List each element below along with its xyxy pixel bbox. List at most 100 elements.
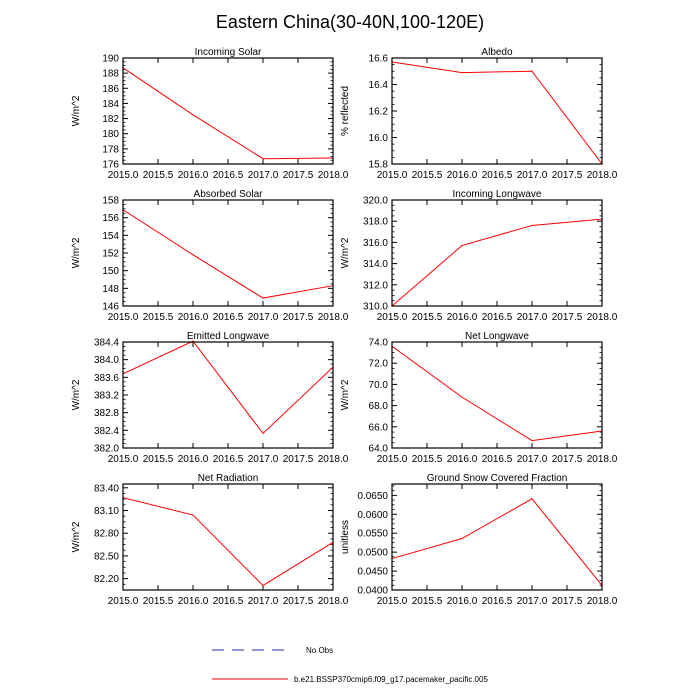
data-point: [262, 432, 264, 435]
plot-frame: [391, 57, 603, 165]
data-point: [192, 114, 194, 116]
y-tick-label: 150: [102, 266, 119, 277]
x-tick-label: 2015.5: [412, 170, 443, 181]
data-point: [192, 514, 194, 516]
y-tick-label: 180: [102, 129, 119, 140]
data-point: [262, 584, 264, 587]
y-tick-label: 0.0450: [357, 567, 388, 578]
y-tick-label: 0.0650: [357, 491, 388, 502]
y-tick-label: 382.8: [94, 408, 119, 419]
y-tick-label: 384.0: [94, 355, 119, 366]
x-tick-label: 2018.0: [318, 454, 349, 465]
plot-frame: [391, 341, 603, 449]
y-tick-label: 178: [102, 144, 119, 155]
x-tick-label: 2017.5: [283, 596, 314, 607]
y-tick-label: 152: [102, 249, 119, 260]
x-tick-label: 2015.5: [143, 170, 174, 181]
data-point: [531, 224, 533, 227]
x-tick-label: 2017.0: [517, 454, 548, 465]
plot-frame: [122, 57, 334, 165]
x-tick-label: 2015.0: [108, 596, 139, 607]
y-tick-label: 70.0: [369, 380, 389, 391]
y-tick-label: 83.40: [94, 483, 119, 494]
x-tick-label: 2016.5: [482, 312, 513, 323]
y-tick-label: 184: [102, 99, 119, 110]
data-point: [192, 254, 194, 256]
x-tick-label: 2018.0: [318, 596, 349, 607]
y-tick-label: 16.6: [369, 54, 389, 65]
y-tick-label: 182: [102, 114, 119, 125]
x-tick-label: 2015.5: [143, 312, 174, 323]
x-tick-label: 2016.0: [447, 454, 478, 465]
x-tick-label: 2016.0: [178, 454, 209, 465]
x-tick-label: 2015.0: [108, 170, 139, 181]
panel-net-longwave: Net Longwave W/m^2 2015.0 2015.5 2016.0 2016.…: [340, 331, 618, 465]
x-tick-label: 2017.5: [552, 170, 583, 181]
y-tick-label: 310.0: [363, 302, 388, 313]
x-tick-label: 2015.0: [377, 454, 408, 465]
panel-ground-snow-covered-fraction: Ground Snow Covered Fraction unitless 2015…: [340, 473, 618, 607]
x-tick-label: 2017.0: [248, 596, 279, 607]
x-tick-label: 2018.0: [587, 596, 618, 607]
y-tick-label: 312.0: [363, 280, 388, 291]
x-tick-label: 2018.0: [318, 312, 349, 323]
y-tick-label: 148: [102, 284, 119, 295]
series-line: [391, 498, 603, 586]
x-tick-label: 2015.5: [143, 596, 174, 607]
series-line: [122, 209, 334, 299]
y-axis-label: % reflected: [340, 86, 351, 136]
series-line: [122, 340, 334, 435]
y-tick-label: 16.2: [369, 107, 389, 118]
data-point: [461, 537, 463, 540]
y-axis-label: W/m^2: [340, 379, 351, 410]
series-line: [391, 218, 603, 307]
y-tick-label: 316.0: [363, 238, 388, 249]
series-line: [391, 61, 603, 165]
x-tick-label: 2016.5: [213, 596, 244, 607]
legend-obs-label: No Obs: [306, 646, 333, 655]
y-tick-label: 66.0: [369, 422, 389, 433]
x-tick-label: 2016.0: [447, 170, 478, 181]
panel-title: Emitted Longwave: [187, 331, 270, 342]
x-tick-label: 2017.5: [283, 312, 314, 323]
x-tick-label: 2017.5: [283, 454, 314, 465]
x-tick-label: 2016.0: [178, 170, 209, 181]
panel-title: Incoming Solar: [195, 47, 262, 58]
y-tick-label: 82.80: [94, 529, 119, 540]
x-tick-label: 2016.0: [447, 312, 478, 323]
panel-incoming-longwave: Incoming Longwave W/m^2 2015.0 2015.5 2016.0…: [340, 189, 618, 323]
x-tick-label: 2017.0: [248, 170, 279, 181]
y-tick-label: 146: [102, 302, 119, 313]
y-axis-label: W/m^2: [71, 95, 82, 126]
x-tick-label: 2015.5: [412, 596, 443, 607]
x-tick-label: 2016.5: [213, 312, 244, 323]
y-tick-label: 320.0: [363, 196, 388, 207]
y-axis-label: W/m^2: [340, 237, 351, 268]
y-tick-label: 383.2: [94, 391, 119, 402]
x-tick-label: 2017.5: [552, 454, 583, 465]
y-tick-label: 82.20: [94, 574, 119, 585]
x-tick-label: 2015.5: [143, 454, 174, 465]
y-tick-label: 68.0: [369, 401, 389, 412]
panel-title: Net Radiation: [198, 473, 259, 484]
legend-model-label: b.e21.BSSP370cmip6.f09_g17.pacemaker_pac…: [294, 675, 488, 684]
plot-frame: [122, 483, 334, 591]
x-tick-label: 2015.5: [412, 454, 443, 465]
series-line: [391, 345, 603, 442]
y-tick-label: 382.4: [94, 426, 119, 437]
y-tick-label: 0.0500: [357, 548, 388, 559]
plot-frame: [391, 483, 603, 591]
y-axis-label: W/m^2: [71, 237, 82, 268]
data-point: [461, 71, 463, 74]
series-line: [122, 67, 334, 160]
y-tick-label: 318.0: [363, 217, 388, 228]
y-tick-label: 382.0: [94, 444, 119, 455]
x-tick-label: 2015.0: [377, 596, 408, 607]
panel-incoming-solar: Incoming Solar W/m^2 2015.0 2015.5 2016.0 201…: [71, 47, 349, 181]
y-tick-label: 384.4: [94, 338, 119, 349]
y-tick-label: 186: [102, 84, 119, 95]
data-point: [461, 396, 463, 398]
panel-title: Incoming Longwave: [453, 189, 542, 200]
y-tick-label: 0.0600: [357, 510, 388, 521]
